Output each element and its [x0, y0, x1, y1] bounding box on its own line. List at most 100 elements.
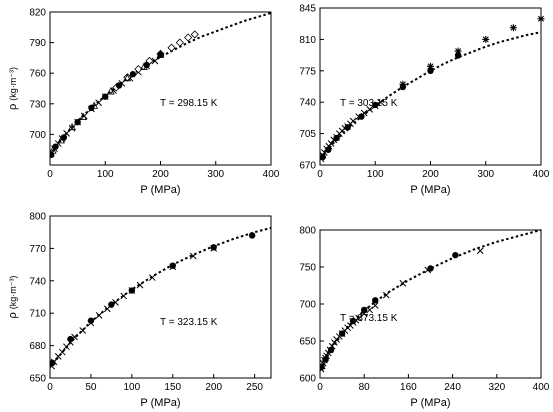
chart-panel-4: 0 80 160 240 320 400 600 650 700 750 800 P (MPa) T =…: [299, 226, 549, 410]
data-point: [366, 106, 374, 113]
y-axis-label: ρ (kg·m⁻³): [7, 275, 19, 318]
data-point: [115, 82, 123, 89]
series-circle: [50, 232, 256, 367]
data-point: [106, 87, 115, 95]
data-point: [322, 356, 329, 363]
data-point: [123, 73, 132, 82]
data-point: [134, 65, 143, 74]
y-axis-symbol: ρ: [7, 101, 19, 110]
x-axis-label: P (MPa): [410, 397, 450, 409]
data-point: [320, 153, 326, 161]
chart-panel-2: 0 100 200 300 400 670 705 740 775 810 845 P (MPa) T …: [299, 4, 549, 197]
x-tick-label: 240: [444, 382, 461, 393]
data-point: [140, 62, 148, 70]
data-point: [454, 52, 462, 59]
plot-frame: [49, 11, 272, 166]
data-point: [349, 317, 357, 325]
x-tick-label: 100: [97, 169, 114, 180]
series-diamond: [112, 30, 199, 92]
data-point: [327, 346, 335, 354]
data-point: [509, 24, 517, 32]
x-tick-label: 150: [164, 382, 181, 393]
data-point: [358, 113, 365, 120]
data-point: [120, 292, 128, 300]
data-point: [248, 232, 256, 239]
y-tick-label: 800: [299, 226, 316, 237]
y-tick-label: 600: [299, 374, 316, 385]
data-point: [57, 136, 65, 144]
data-point: [79, 112, 88, 120]
y-tick-label: 710: [29, 309, 46, 320]
plot-frame: [49, 215, 272, 379]
y-tick-label: 705: [299, 129, 316, 140]
fit-curve: [50, 12, 272, 156]
data-point: [68, 122, 76, 131]
y-tick-label: 700: [29, 130, 46, 141]
x-tick-label: 200: [152, 169, 169, 180]
x-tick-label: 80: [359, 382, 371, 393]
data-point: [52, 143, 59, 150]
y-tick-label: 650: [299, 337, 316, 348]
chart-panel-1: 0 100 200 300 400 700 730 760 790 820 P (MPa) ρ (kg…: [7, 8, 280, 197]
x-tick-label: 100: [367, 169, 384, 180]
data-point: [399, 83, 407, 91]
data-point: [331, 339, 338, 346]
y-tick-label: 750: [299, 263, 316, 274]
y-tick-label: 790: [29, 38, 46, 49]
data-point: [382, 291, 390, 299]
data-point: [427, 62, 434, 70]
x-tick-label: 250: [246, 382, 263, 393]
y-axis-symbol: ρ: [7, 309, 19, 318]
y-axis-label: ρ (kg·m⁻³): [7, 67, 19, 110]
x-tick-label: 300: [477, 169, 494, 180]
data-point: [169, 262, 176, 269]
x-tick-label: 400: [263, 169, 280, 180]
fit-curve: [50, 226, 272, 368]
series-cross: [50, 57, 159, 158]
data-point: [157, 51, 164, 59]
plot-area: [50, 226, 272, 370]
data-point: [361, 306, 368, 314]
x-tick-label: 300: [207, 169, 224, 180]
data-point: [151, 57, 159, 65]
data-point: [427, 265, 434, 272]
data-point: [372, 297, 379, 304]
data-point: [67, 335, 74, 343]
series-cross: [320, 247, 484, 373]
temperature-annotation: T = 323.15 K: [160, 317, 218, 328]
data-point: [79, 327, 87, 334]
data-point: [167, 43, 176, 52]
data-point: [377, 98, 385, 106]
temperature-annotation: T = 298.15 K: [160, 98, 218, 109]
data-point: [87, 317, 95, 324]
data-point: [537, 15, 545, 23]
data-point: [190, 30, 199, 39]
plot-area: [320, 229, 542, 373]
y-tick-label: 740: [299, 98, 316, 109]
data-point: [333, 134, 340, 142]
x-tick-label: 200: [205, 382, 222, 393]
data-point: [325, 146, 332, 153]
y-tick-label: 700: [299, 300, 316, 311]
data-point: [371, 302, 379, 309]
plot-area: [320, 15, 545, 163]
data-point: [102, 93, 109, 100]
data-point: [58, 348, 66, 356]
series-tri: [50, 50, 165, 154]
x-tick-label: 0: [47, 169, 53, 180]
data-point: [90, 101, 99, 109]
data-point: [372, 101, 379, 109]
data-point: [320, 363, 325, 371]
chart-panel-3: 0 50 100 150 200 250 650 680 710 740 770 800 P (MPa)…: [7, 212, 272, 409]
y-tick-label: 845: [299, 4, 316, 15]
y-tick-label: 810: [299, 35, 316, 46]
data-point: [476, 247, 484, 255]
data-point: [68, 124, 76, 132]
y-tick-label: 670: [299, 161, 316, 172]
data-point: [95, 312, 103, 319]
x-tick-label: 50: [85, 382, 97, 393]
y-axis-unit: (kg·m⁻³): [8, 275, 18, 309]
data-point: [175, 38, 184, 47]
data-point: [148, 274, 156, 281]
